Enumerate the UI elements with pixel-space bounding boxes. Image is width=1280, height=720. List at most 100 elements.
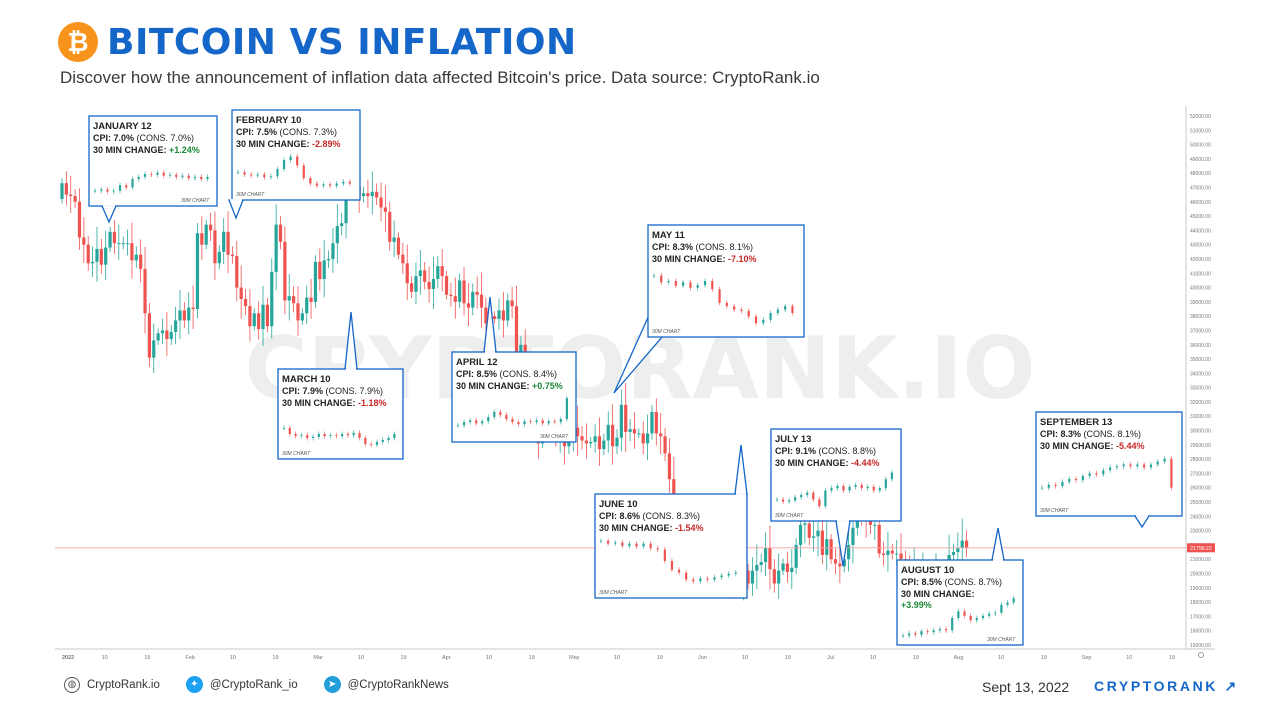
y-tick-label: 52000.00 xyxy=(1190,114,1211,120)
callout-date: APRIL 12 xyxy=(456,357,498,368)
mini-candle xyxy=(1040,487,1044,489)
callout-box xyxy=(594,493,748,599)
y-tick-label: 45000.00 xyxy=(1190,214,1211,220)
globe-icon: ◍ xyxy=(64,676,80,693)
y-tick-label: 17000.00 xyxy=(1190,614,1211,620)
x-tick-label: 19 xyxy=(144,655,150,661)
candle xyxy=(187,307,191,321)
mini-candle xyxy=(162,172,165,176)
mini-candle xyxy=(469,420,472,423)
y-tick-label: 42000.00 xyxy=(1190,257,1211,263)
callout-pointer xyxy=(734,444,748,495)
candle xyxy=(881,553,886,555)
callout-pointer xyxy=(991,527,1005,561)
candle xyxy=(589,441,593,444)
candle xyxy=(584,440,588,444)
candle xyxy=(829,539,833,560)
candle xyxy=(768,547,772,570)
footer-website[interactable]: ◍ CryptoRank.io xyxy=(64,676,160,693)
callout-cpi: CPI: 7.9% (CONS. 7.9%) xyxy=(282,386,383,396)
callout-cpi: CPI: 8.3% (CONS. 8.1%) xyxy=(1040,429,1141,439)
y-tick-label: 32000.00 xyxy=(1190,400,1211,406)
callout-box xyxy=(277,368,404,460)
callout-date: JUNE 10 xyxy=(599,499,638,510)
mini-candle xyxy=(938,629,941,631)
mini-candle xyxy=(1000,604,1003,613)
candle xyxy=(274,224,278,272)
candle xyxy=(305,297,309,314)
candle xyxy=(877,524,881,554)
mini-candle xyxy=(674,281,677,286)
candle xyxy=(331,243,335,259)
footer-telegram[interactable]: ➤ @CryptoRankNews xyxy=(323,676,449,693)
candle xyxy=(90,261,95,264)
y-tick-label: 24000.00 xyxy=(1190,514,1211,520)
bitcoin-icon: ₿ xyxy=(58,22,98,62)
brand-logo[interactable]: CRYPTORANK ↗ xyxy=(1094,678,1239,694)
candle xyxy=(449,294,453,297)
candle xyxy=(252,313,256,327)
candle xyxy=(370,191,374,197)
candle xyxy=(344,191,348,224)
y-tick-label: 51000.00 xyxy=(1190,128,1211,134)
mini-candle xyxy=(969,615,972,621)
mini-candle xyxy=(975,618,978,621)
mini-candle xyxy=(462,422,466,426)
mini-candle xyxy=(156,172,159,175)
mini-candle xyxy=(329,184,332,186)
mini-candle xyxy=(733,306,736,310)
mini-candle xyxy=(689,282,692,288)
callout-chart-caption: 30M CHART xyxy=(599,590,628,596)
mini-candle xyxy=(776,309,779,313)
settings-icon xyxy=(1198,652,1204,658)
callout-pointer xyxy=(101,205,117,224)
mini-candle xyxy=(1054,484,1057,486)
candle xyxy=(104,247,108,265)
mini-candle xyxy=(663,549,666,561)
callout-box xyxy=(231,109,361,201)
mini-candle xyxy=(747,310,750,317)
callout-chart-caption: 30M CHART xyxy=(1040,508,1069,514)
mini-candle xyxy=(944,629,948,631)
mini-candle xyxy=(181,175,184,177)
twitter-label: @CryptoRank_io xyxy=(209,678,298,691)
candle xyxy=(125,243,130,245)
mini-candle xyxy=(642,543,645,547)
mini-candle xyxy=(193,176,197,179)
candle xyxy=(611,424,615,447)
candle xyxy=(484,307,488,324)
candle xyxy=(444,276,449,295)
page-title: BITCOIN VS INFLATION xyxy=(107,21,577,63)
x-tick-label: 19 xyxy=(272,655,278,661)
mini-candle xyxy=(547,421,550,424)
mini-candle xyxy=(125,185,128,188)
mini-candle xyxy=(775,499,779,501)
callout-chart-caption: 30M CHART xyxy=(652,329,681,335)
callout-cpi: CPI: 7.0% (CONS. 7.0%) xyxy=(93,133,194,143)
x-tick-label: 19 xyxy=(1041,655,1047,661)
candle xyxy=(759,562,763,565)
mini-candle xyxy=(1047,484,1050,488)
mini-candle xyxy=(294,434,297,436)
mini-candle xyxy=(393,434,396,438)
candle xyxy=(134,254,138,261)
mini-candle xyxy=(901,635,905,637)
y-tick-label: 29000.00 xyxy=(1190,443,1211,449)
candle xyxy=(156,333,160,341)
callout-pointer xyxy=(228,199,244,220)
mini-candle xyxy=(346,434,350,436)
y-tick-label: 26000.00 xyxy=(1190,486,1211,492)
mini-candle xyxy=(340,434,344,436)
mini-candle xyxy=(1102,470,1105,475)
y-tick-label: 44000.00 xyxy=(1190,228,1211,234)
footer-twitter[interactable]: ✦ @CryptoRank_io xyxy=(185,676,298,693)
mini-candle xyxy=(926,631,929,633)
mini-candle xyxy=(685,572,688,580)
mini-candle xyxy=(614,542,617,544)
y-tick-label: 15000.00 xyxy=(1190,643,1211,649)
candle xyxy=(379,197,383,208)
callout-date: SEPTEMBER 13 xyxy=(1040,417,1112,428)
